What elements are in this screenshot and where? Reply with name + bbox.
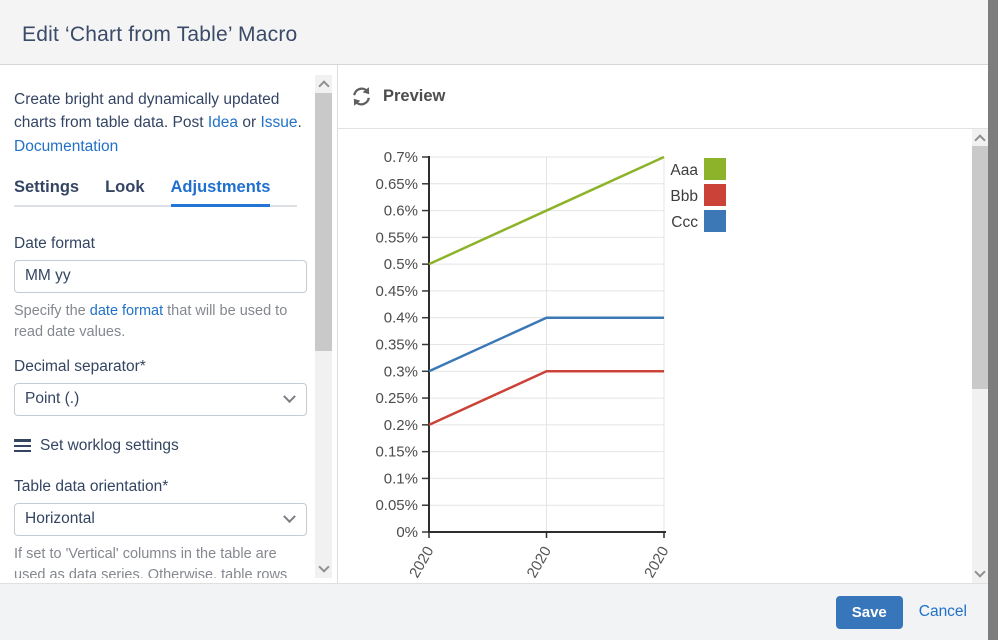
series-line-Bbb [428, 370, 664, 426]
legend-swatch-Aaa [704, 158, 726, 180]
scrollbar-thumb[interactable] [315, 93, 332, 351]
y-tick-label: 0.7% [384, 149, 418, 166]
y-tick-label: 0.6% [384, 203, 418, 220]
date-format-help-link[interactable]: date format [89, 302, 164, 319]
dialog-title: Edit ‘Chart from Table’ Macro [22, 23, 298, 46]
orientation-value: Horizontal [25, 510, 95, 528]
settings-sidebar: Create bright and dynamically updated ch… [0, 65, 315, 578]
description-text: Create bright and dynamically updated ch… [14, 91, 280, 132]
tab-bar: Settings Look Adjustments [14, 178, 297, 207]
legend-label-Ccc: Ccc [671, 214, 698, 231]
worklog-settings-button[interactable]: Set worklog settings [14, 437, 307, 455]
y-tick-label: 0.25% [375, 390, 418, 407]
issue-link[interactable]: Issue [260, 114, 298, 132]
y-tick-label: 0.4% [384, 310, 418, 327]
legend-swatch-Ccc [704, 210, 726, 232]
y-tick-label: 0.05% [375, 497, 418, 514]
y-tick-label: 0.5% [384, 256, 418, 273]
orientation-label: Table data orientation* [14, 477, 169, 495]
help-prefix: Specify the [14, 302, 86, 319]
x-tick-label: 2020 [524, 544, 555, 581]
preview-chart: 0% 0.05% 0.1% 0.15% 0.2% 0.25% 0.3% 0.35% 0.4% 0.… [348, 143, 973, 583]
preview-panel: Preview 0% 0.05% 0.1% 0.15% 0.2% 0.25% 0.3% 0.3… [337, 65, 988, 583]
preview-title: Preview [383, 87, 446, 105]
y-tick-label: 0.65% [375, 176, 418, 193]
refresh-icon[interactable] [350, 86, 372, 108]
date-format-help: Specify the date format that will be use… [14, 301, 307, 343]
y-tick-label: 0.45% [375, 283, 418, 300]
y-tick-label: 0.1% [384, 470, 418, 487]
y-tick-label: 0.35% [375, 337, 418, 354]
series-line-Aaa [428, 155, 665, 266]
tab-settings[interactable]: Settings [14, 177, 80, 196]
y-tick-label: 0% [396, 524, 418, 541]
x-tick-label: 2020 [406, 544, 437, 581]
documentation-link[interactable]: Documentation [14, 137, 119, 155]
preview-scrollbar[interactable] [972, 129, 988, 583]
decimal-separator-label: Decimal separator* [14, 357, 146, 375]
chart-svg: 0% 0.05% 0.1% 0.15% 0.2% 0.25% 0.3% 0.35% 0.4% 0.… [375, 149, 726, 581]
orientation-select[interactable]: Horizontal [14, 502, 307, 536]
orientation-help: If set to 'Vertical' columns in the tabl… [14, 545, 288, 578]
legend-label-Aaa: Aaa [670, 162, 698, 179]
decimal-separator-select[interactable]: Point (.) [14, 382, 307, 416]
hamburger-icon [14, 439, 31, 453]
y-tick-label: 0.15% [375, 444, 418, 461]
sidebar-scrollbar[interactable] [315, 75, 332, 578]
y-tick-label: 0.2% [384, 417, 418, 434]
date-format-label: Date format [14, 234, 95, 252]
tab-look[interactable]: Look [105, 177, 145, 196]
scroll-down-icon[interactable] [974, 566, 986, 578]
y-tick-label: 0.55% [375, 229, 418, 246]
x-tick-label: 2020 [641, 544, 672, 581]
help-suffix: that will be used to read date values. [14, 302, 288, 340]
or-text: or [242, 114, 257, 132]
post-text: Post [172, 114, 204, 132]
preview-body: 0% 0.05% 0.1% 0.15% 0.2% 0.25% 0.3% 0.35% 0.4% 0.… [339, 129, 973, 583]
save-button[interactable]: Save [835, 595, 903, 629]
dialog-titlebar: Edit ‘Chart from Table’ Macro [0, 0, 988, 65]
legend-swatch-Bbb [704, 184, 726, 206]
series-line-Ccc [428, 316, 664, 373]
y-tick-label: 0.3% [384, 363, 418, 380]
scroll-up-icon[interactable] [974, 134, 986, 146]
scroll-down-icon[interactable] [317, 561, 330, 573]
cancel-link[interactable]: Cancel [918, 603, 967, 620]
scroll-up-icon[interactable] [317, 80, 330, 92]
macro-description: Create bright and dynamically updated ch… [14, 88, 307, 158]
scrollbar-thumb[interactable] [972, 146, 988, 389]
tab-adjustments[interactable]: Adjustments [170, 178, 271, 207]
worklog-settings-label: Set worklog settings [40, 436, 179, 454]
decimal-separator-value: Point (.) [25, 390, 80, 408]
chevron-down-icon [283, 390, 296, 403]
idea-link[interactable]: Idea [207, 114, 239, 132]
dialog-footer: Save Cancel [0, 583, 988, 640]
legend-label-Bbb: Bbb [670, 188, 698, 205]
date-format-input[interactable] [14, 259, 307, 293]
chevron-down-icon [283, 510, 296, 523]
preview-header: Preview [338, 65, 988, 129]
period-text: . [297, 114, 302, 132]
window-edge [988, 0, 998, 640]
